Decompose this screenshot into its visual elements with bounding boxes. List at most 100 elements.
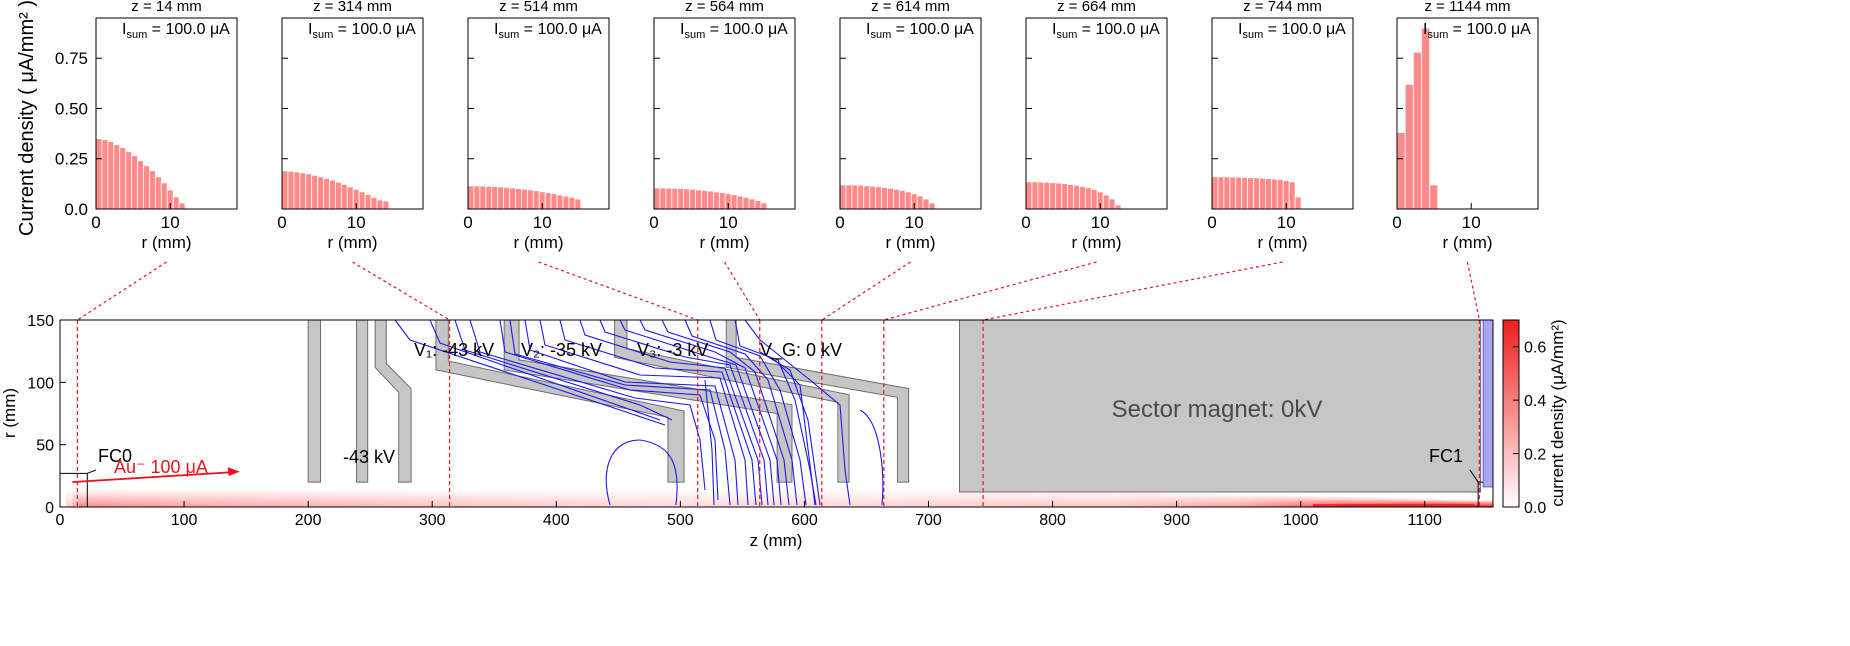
- beam-density-cell: [227, 490, 235, 493]
- beam-density-cell: [1294, 495, 1302, 498]
- beam-density-cell: [494, 490, 501, 493]
- beam-density-cell: [581, 504, 588, 507]
- beam-density-cell: [1375, 500, 1382, 503]
- beam-density-cell: [1151, 495, 1159, 498]
- beam-density-cell: [512, 502, 520, 504]
- beam-density-cell: [339, 493, 346, 495]
- beam-density-cell: [91, 489, 98, 492]
- beam-density-cell: [624, 504, 632, 507]
- beam-density-cell: [1232, 503, 1240, 505]
- beam-density-cell: [1393, 498, 1401, 500]
- beam-density-cell: [1009, 499, 1016, 502]
- beam-density-cell: [692, 493, 700, 495]
- beam-density-cell: [1350, 497, 1358, 499]
- colorbar: 0.00.20.40.6 current density (μA/mm²): [1502, 319, 1567, 517]
- beam-density-cell: [798, 500, 805, 503]
- beam-density-cell: [109, 494, 117, 497]
- beam-density-cell: [711, 499, 719, 502]
- beam-density-cell: [246, 500, 253, 503]
- beam-density-cell: [804, 500, 812, 503]
- beam-density-cell: [308, 492, 315, 494]
- beam-density-cell: [636, 492, 644, 494]
- beam-density-cell: [1220, 503, 1227, 505]
- beam-density-cell: [60, 492, 67, 494]
- beam-density-cell: [984, 499, 992, 502]
- beam-density-cell: [674, 495, 681, 498]
- beam-density-cell: [1288, 494, 1295, 497]
- beam-density-cell: [823, 504, 830, 507]
- beam-density-cell: [562, 498, 570, 500]
- beam-density-cell: [252, 495, 260, 498]
- beam-density-cell: [1071, 494, 1078, 497]
- beam-density-cell: [252, 500, 260, 503]
- beam-density-cell: [1083, 493, 1091, 495]
- beam-density-cell: [146, 499, 154, 502]
- beam-density-cell: [264, 494, 272, 497]
- beam-density-cell: [401, 497, 408, 499]
- beam-density-cell: [636, 497, 644, 499]
- beam-density-cell: [215, 492, 222, 494]
- beam-density-cell: [239, 493, 247, 495]
- histogram-bar: [376, 199, 384, 210]
- beam-density-cell: [382, 489, 390, 492]
- beam-density-cell: [115, 490, 123, 493]
- beam-density-cell: [940, 497, 948, 499]
- beam-density-cell: [705, 502, 712, 504]
- beam-density-cell: [1077, 504, 1085, 507]
- beam-density-cell: [351, 504, 359, 507]
- beam-density-cell: [804, 495, 812, 498]
- beam-density-cell: [196, 492, 204, 494]
- beam-density-cell: [512, 504, 520, 507]
- beam-density-cell: [680, 495, 688, 498]
- beam-density-cell: [1133, 502, 1140, 504]
- beam-density-cell: [1294, 502, 1302, 504]
- beam-density-cell: [729, 494, 737, 497]
- histogram-title: z = 514 mm: [499, 0, 578, 15]
- beam-density-cell: [798, 497, 805, 499]
- beam-density-cell: [525, 492, 532, 494]
- beam-density-cell: [1251, 499, 1258, 502]
- beam-density-cell: [729, 489, 737, 492]
- beam-density-cell: [568, 494, 576, 497]
- beam-density-cell: [531, 504, 539, 507]
- beam-density-cell: [339, 495, 346, 498]
- beam-density-cell: [1406, 502, 1413, 504]
- beam-density-cell: [295, 502, 303, 504]
- beam-density-cell: [1083, 498, 1091, 500]
- beam-density-cell: [953, 490, 961, 493]
- beam-density-cell: [748, 498, 756, 500]
- beam-density-cell: [1244, 495, 1252, 498]
- beam-density-cell: [190, 497, 197, 499]
- beam-density-cell: [767, 500, 774, 503]
- beam-density-cell: [643, 498, 650, 500]
- beam-density-cell: [258, 492, 266, 494]
- beam-density-cell: [184, 489, 191, 492]
- beam-density-cell: [115, 494, 123, 497]
- beam-density-cell: [177, 493, 185, 495]
- beam-density-cell: [760, 492, 768, 494]
- beam-density-cell: [531, 490, 539, 493]
- beam-density-cell: [909, 495, 917, 498]
- beam-density-cell: [835, 503, 843, 505]
- beam-density-cell: [277, 490, 284, 493]
- beam-density-cell: [1120, 503, 1128, 505]
- beam-density-cell: [184, 503, 191, 505]
- beam-density-cell: [841, 495, 849, 498]
- beam-density-cell: [1257, 500, 1264, 503]
- beam-density-cell: [519, 500, 526, 503]
- beam-density-cell: [1021, 498, 1029, 500]
- beam-density-cell: [1294, 503, 1302, 505]
- beam-density-cell: [1319, 502, 1327, 504]
- beam-density-cell: [866, 497, 874, 499]
- beam-density-cell: [543, 497, 551, 499]
- beam-density-cell: [78, 499, 86, 502]
- beam-density-cell: [978, 500, 985, 503]
- beam-density-cell: [457, 494, 464, 497]
- beam-density-cell: [667, 493, 675, 495]
- histogram-bar: [665, 187, 673, 210]
- histogram-bar: [119, 147, 127, 210]
- beam-density-cell: [531, 494, 539, 497]
- beam-density-cell: [382, 504, 390, 507]
- beam-density-cell: [866, 500, 874, 503]
